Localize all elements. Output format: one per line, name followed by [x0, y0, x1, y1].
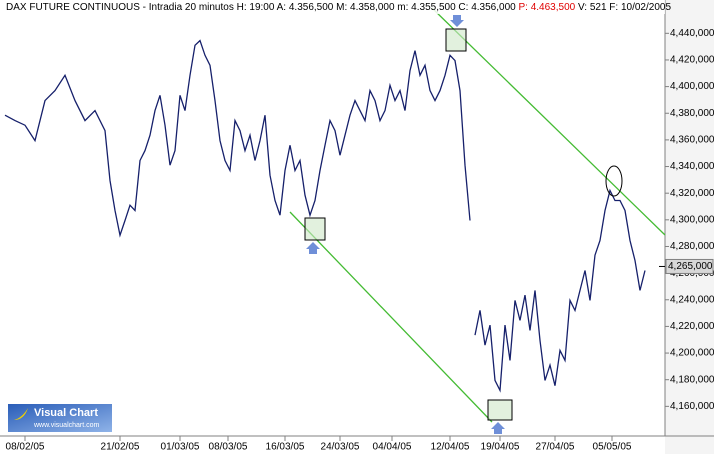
header-highlight: P: 4.463,500	[518, 2, 575, 13]
y-tick-label: 4,200,000	[670, 348, 714, 359]
y-tick-label: 4,380,000	[670, 108, 714, 119]
arrow-up	[306, 242, 320, 254]
y-tick-label: 4,360,000	[670, 135, 714, 146]
y-tick-label: 4,440,000	[670, 28, 714, 39]
y-tick-label: 4,420,000	[670, 55, 714, 66]
x-tick-label: 08/02/05	[6, 442, 45, 453]
y-tick-label: 4,400,000	[670, 81, 714, 92]
header-text: V: 521 F: 10/02/2005	[575, 2, 671, 13]
x-tick-label: 19/04/05	[481, 442, 520, 453]
y-tick-label: 4,300,000	[670, 214, 714, 225]
header-bg	[0, 0, 665, 14]
last-price-box	[665, 258, 714, 274]
y-tick-label: 4,340,000	[670, 161, 714, 172]
logo-url: www.visualchart.com	[33, 422, 100, 429]
x-tick-label: 24/03/05	[321, 442, 360, 453]
y-tick-label: 4,320,000	[670, 188, 714, 199]
highlight-ellipse	[605, 165, 623, 197]
trend-line	[289, 211, 493, 423]
y-tick-label: 4,180,000	[670, 374, 714, 385]
y-tick-label: 4,240,000	[670, 294, 714, 305]
x-tick-label: 12/04/05	[431, 442, 470, 453]
y-tick-label: 4,160,000	[670, 401, 714, 412]
x-tick-label: 01/03/05	[161, 442, 200, 453]
x-tick-label: 05/05/05	[593, 442, 632, 453]
x-tick-label: 16/03/05	[266, 442, 305, 453]
x-tick-label: 08/03/05	[209, 442, 248, 453]
trend-line	[431, 7, 666, 236]
plot-area	[4, 39, 646, 393]
last-price-label: 4,265,000	[668, 261, 713, 272]
arrow-down	[450, 15, 464, 27]
header-text: DAX FUTURE CONTINUOUS - Intradia 20 minu…	[6, 2, 518, 13]
header: DAX FUTURE CONTINUOUS - Intradia 20 minu…	[6, 2, 671, 13]
highlight-box	[487, 399, 513, 421]
highlight-box	[445, 28, 467, 52]
arrow-up	[491, 422, 505, 434]
price-axis-area	[665, 0, 714, 454]
highlight-box	[304, 217, 326, 241]
x-tick-label: 21/02/05	[101, 442, 140, 453]
x-tick-label: 04/04/05	[373, 442, 412, 453]
price-line	[4, 39, 646, 393]
y-tick-label: 4,220,000	[670, 321, 714, 332]
y-tick-label: 4,280,000	[670, 241, 714, 252]
logo-icon	[14, 408, 28, 420]
logo-box	[8, 404, 112, 432]
x-tick-label: 27/04/05	[536, 442, 575, 453]
logo-title: Visual Chart	[34, 407, 98, 419]
